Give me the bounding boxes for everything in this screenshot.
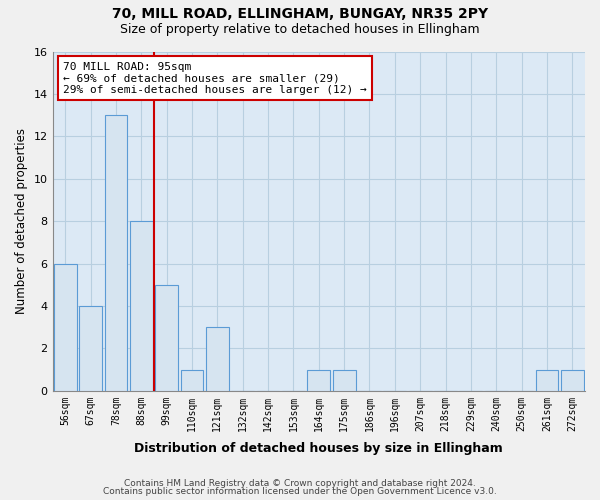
Bar <box>155 285 178 391</box>
Bar <box>104 115 127 391</box>
Text: Contains HM Land Registry data © Crown copyright and database right 2024.: Contains HM Land Registry data © Crown c… <box>124 478 476 488</box>
Bar <box>333 370 356 391</box>
Bar <box>536 370 559 391</box>
Text: 70 MILL ROAD: 95sqm
← 69% of detached houses are smaller (29)
29% of semi-detach: 70 MILL ROAD: 95sqm ← 69% of detached ho… <box>63 62 367 95</box>
Bar <box>561 370 584 391</box>
Bar <box>206 327 229 391</box>
Text: 70, MILL ROAD, ELLINGHAM, BUNGAY, NR35 2PY: 70, MILL ROAD, ELLINGHAM, BUNGAY, NR35 2… <box>112 8 488 22</box>
Bar <box>181 370 203 391</box>
Text: Size of property relative to detached houses in Ellingham: Size of property relative to detached ho… <box>120 22 480 36</box>
Y-axis label: Number of detached properties: Number of detached properties <box>15 128 28 314</box>
Bar <box>79 306 102 391</box>
Bar <box>54 264 77 391</box>
X-axis label: Distribution of detached houses by size in Ellingham: Distribution of detached houses by size … <box>134 442 503 455</box>
Bar <box>307 370 330 391</box>
Text: Contains public sector information licensed under the Open Government Licence v3: Contains public sector information licen… <box>103 487 497 496</box>
Bar <box>130 221 152 391</box>
